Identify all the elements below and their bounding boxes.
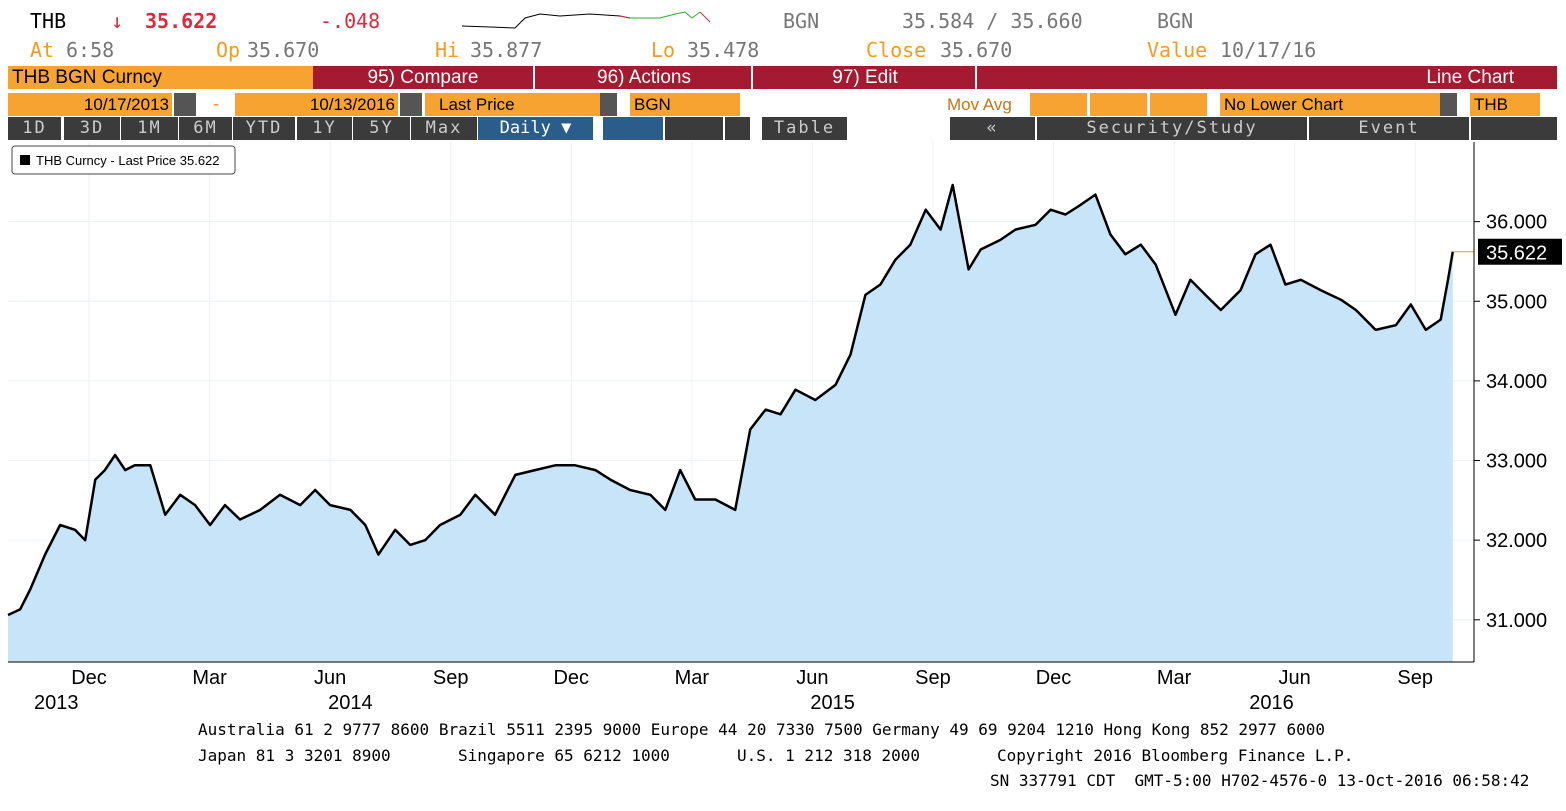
- lower-chart-select[interactable]: No Lower Chart: [1220, 93, 1440, 116]
- mov-avg-label: Mov Avg: [947, 95, 1012, 114]
- period-button[interactable]: 6M: [179, 117, 232, 140]
- line-icon-button[interactable]: [603, 117, 663, 140]
- footer-session: SN 337791 CDT GMT-5:00 H702-4576-0 13-Oc…: [990, 771, 1530, 790]
- x-tick-label: Jun: [796, 667, 828, 689]
- footer-copyright: Copyright 2016 Bloomberg Finance L.P.: [997, 746, 1354, 765]
- x-tick-label: Dec: [71, 667, 107, 689]
- line: [7, 183, 1455, 617]
- legend-swatch: [20, 155, 30, 165]
- year-label: 2015: [810, 692, 855, 714]
- y-tick-label: 36.000: [1486, 212, 1547, 234]
- security-study-button[interactable]: Security/Study: [1037, 117, 1307, 140]
- footer-contacts: Australia 61 2 9777 8600 Brazil 5511 239…: [198, 720, 1326, 739]
- ask-source: BGN: [1157, 9, 1194, 33]
- compare-button[interactable]: 95) Compare: [313, 66, 535, 89]
- frequency-button[interactable]: Daily ▼: [478, 117, 593, 140]
- footer-contacts: Japan 81 3 3201 8900: [198, 746, 391, 765]
- start-date[interactable]: 10/17/2013: [8, 93, 172, 116]
- year-label: 2016: [1249, 692, 1294, 714]
- x-tick-label: Dec: [1036, 667, 1072, 689]
- x-tick-label: Sep: [433, 667, 469, 689]
- x-tick-label: Mar: [1157, 667, 1192, 689]
- table-button[interactable]: Table: [762, 117, 847, 140]
- x-tick-label: Mar: [192, 667, 227, 689]
- calendar-icon[interactable]: [174, 93, 196, 116]
- security-field[interactable]: THB BGN Curncy: [8, 66, 313, 89]
- y-tick-label: 32.000: [1486, 530, 1547, 552]
- high-value: 35.877: [470, 38, 543, 62]
- mov-avg-field[interactable]: [1030, 93, 1087, 116]
- last-price: 35.622: [145, 9, 218, 33]
- period-button[interactable]: 1D: [8, 117, 61, 140]
- at-label: At: [30, 38, 55, 62]
- low-label: Lo: [651, 38, 676, 62]
- settings-button[interactable]: [1471, 117, 1557, 140]
- dropdown-button[interactable]: [725, 117, 750, 140]
- value-date: 10/17/16: [1220, 38, 1317, 62]
- sparkline: [461, 11, 711, 29]
- x-tick-label: Jun: [314, 667, 346, 689]
- close-label: Close: [866, 38, 927, 62]
- period-button[interactable]: YTD: [233, 117, 295, 140]
- legend-box: [11, 145, 236, 175]
- legend-label: THB Curncy - Last Price 35.622: [36, 153, 220, 168]
- currency-field[interactable]: THB: [1470, 93, 1540, 116]
- y-tick-label: 34.000: [1486, 371, 1547, 393]
- period-button[interactable]: 1M: [121, 117, 178, 140]
- bar-icon-button[interactable]: [665, 117, 723, 140]
- period-button[interactable]: 5Y: [353, 117, 410, 140]
- y-tick-label: 35.000: [1486, 291, 1547, 313]
- last-price-box: [1478, 238, 1562, 265]
- end-date[interactable]: 10/13/2016: [235, 93, 398, 116]
- y-tick-label: 33.000: [1486, 451, 1547, 473]
- low-value: 35.478: [687, 38, 760, 62]
- period-button[interactable]: 1Y: [297, 117, 352, 140]
- close-value: 35.670: [940, 38, 1013, 62]
- period-button[interactable]: Max: [411, 117, 477, 140]
- x-tick-label: Dec: [553, 667, 589, 689]
- ticker: THB: [30, 9, 67, 33]
- field-select[interactable]: Last Price: [425, 93, 600, 116]
- high-label: Hi: [435, 38, 460, 62]
- x-tick-label: Sep: [915, 667, 951, 689]
- footer-contacts: U.S. 1 212 318 2000: [737, 746, 921, 765]
- source-field[interactable]: BGN: [630, 93, 740, 116]
- period-button[interactable]: 3D: [64, 117, 120, 140]
- last-price-label: 35.622: [1486, 243, 1547, 265]
- chart-type[interactable]: Line Chart: [1300, 66, 1514, 89]
- back-button[interactable]: «: [950, 117, 1035, 140]
- open-label: Op: [216, 38, 241, 62]
- calendar-icon[interactable]: [400, 93, 422, 116]
- direction: ↓: [111, 9, 124, 33]
- actions-button[interactable]: 96) Actions: [537, 66, 753, 89]
- dropdown-arrow[interactable]: [1440, 93, 1457, 116]
- x-tick-label: Jun: [1278, 667, 1310, 689]
- mov-avg-field[interactable]: [1150, 93, 1207, 116]
- bid-ask: 35.584 / 35.660: [902, 9, 1083, 33]
- area: [8, 185, 1453, 662]
- at-value: 6:58: [66, 38, 115, 62]
- x-tick-label: Mar: [675, 667, 710, 689]
- year-label: 2014: [328, 692, 373, 714]
- value-date-label: Value: [1147, 38, 1208, 62]
- date-separator: -: [212, 94, 220, 115]
- bid-source: BGN: [783, 9, 820, 33]
- change: -.048: [320, 9, 381, 33]
- footer-contacts: Singapore 65 6212 1000: [458, 746, 670, 765]
- chart: 31.000 32.000 33.000 34.000 35.000 36.000 Dec M…: [7, 142, 1562, 714]
- y-tick-label: 31.000: [1486, 610, 1547, 632]
- mov-avg-field[interactable]: [1090, 93, 1147, 116]
- x-tick-label: Sep: [1397, 667, 1433, 689]
- year-label: 2013: [34, 692, 79, 714]
- edit-button[interactable]: 97) Edit: [755, 66, 977, 89]
- event-button[interactable]: Event: [1309, 117, 1469, 140]
- dropdown-arrow[interactable]: [600, 93, 617, 116]
- open-value: 35.670: [247, 38, 320, 62]
